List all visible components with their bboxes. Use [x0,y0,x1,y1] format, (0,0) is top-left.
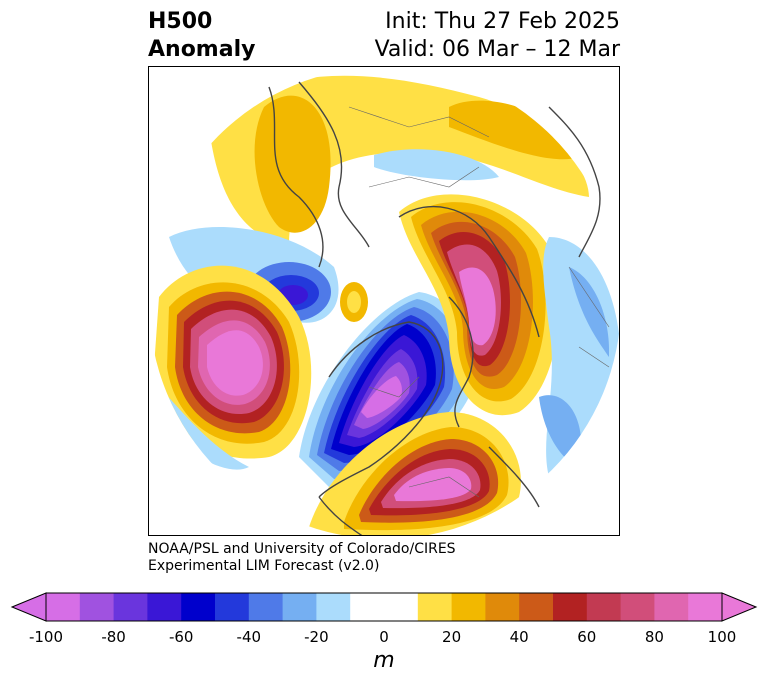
borders [348,106,610,498]
anomaly-positive-siberia [449,100,579,160]
colorbar-left-extend [10,592,47,622]
colorbar-segment [620,593,655,621]
colorbar-right-extend [721,592,758,622]
colorbar-segment [519,593,554,621]
colorbar-segment [282,593,317,621]
north-pole-marker [381,299,389,307]
colorbar-tick-label: -20 [304,628,329,646]
eu-ridge-core [459,267,496,346]
trough-core [361,376,402,418]
colorbar-tick-label: 0 [379,628,389,646]
anomaly-map [154,75,619,535]
forecast-dates: Init: Thu 27 Feb 2025 Valid: 06 Mar – 12… [375,8,620,64]
init-date: Init: Thu 27 Feb 2025 [385,9,620,34]
credit-text: NOAA/PSL and University of Colorado/CIRE… [148,541,456,575]
colorbar-segment [215,593,250,621]
colorbar-tick-label: -40 [236,628,262,646]
colorbar-segment [586,593,622,621]
colorbar-segment [451,593,486,621]
colorbar-segment [485,593,520,621]
colorbar-segment [384,593,419,621]
colorbar-segment [147,593,182,621]
colorbar-segment [316,593,351,621]
colorbar-tick-label: -60 [168,628,194,646]
colorbar-tick-label: 60 [577,628,597,646]
colorbar-segment [553,593,588,621]
map-title: H500 Anomaly [148,8,255,64]
anomaly-negative-arctic [374,149,499,181]
colorbar-tick-label: -80 [101,628,126,646]
anomaly-positive-small-core [347,291,361,313]
credit-line-2: Experimental LIM Forecast (v2.0) [148,558,380,574]
map-panel [148,66,620,536]
valid-range: Valid: 06 Mar – 12 Mar [374,37,620,62]
colorbar-tick-label: 80 [644,628,664,646]
east-blue-core [569,267,610,357]
colorbar-segment [688,593,723,621]
colorbar-tick-label: 20 [442,628,462,646]
credit-line-1: NOAA/PSL and University of Colorado/CIRE… [148,541,456,557]
colorbar-segment [113,593,148,621]
title-line-2: Anomaly [148,37,256,62]
colorbar-segment [654,593,689,621]
ridge-core [207,330,263,396]
coastlines [268,81,601,535]
colorbar-tick-label: -100 [28,628,64,646]
anomaly-positive-asia-core [254,95,331,233]
colorbar-tick-label: 100 [707,628,737,646]
colorbar-segment [79,593,115,621]
colorbar-segment [46,593,81,621]
colorbar-frame [45,592,723,622]
colorbar-segment [417,593,453,621]
atl-core [394,468,472,502]
colorbar-segment [181,593,216,621]
colorbar-segment [350,593,385,621]
colorbar [10,592,758,622]
colorbar-unit: m [373,648,395,673]
colorbar-segment [248,593,284,621]
colorbar-tick-label: 40 [509,628,529,646]
title-line-1: H500 [148,9,213,34]
